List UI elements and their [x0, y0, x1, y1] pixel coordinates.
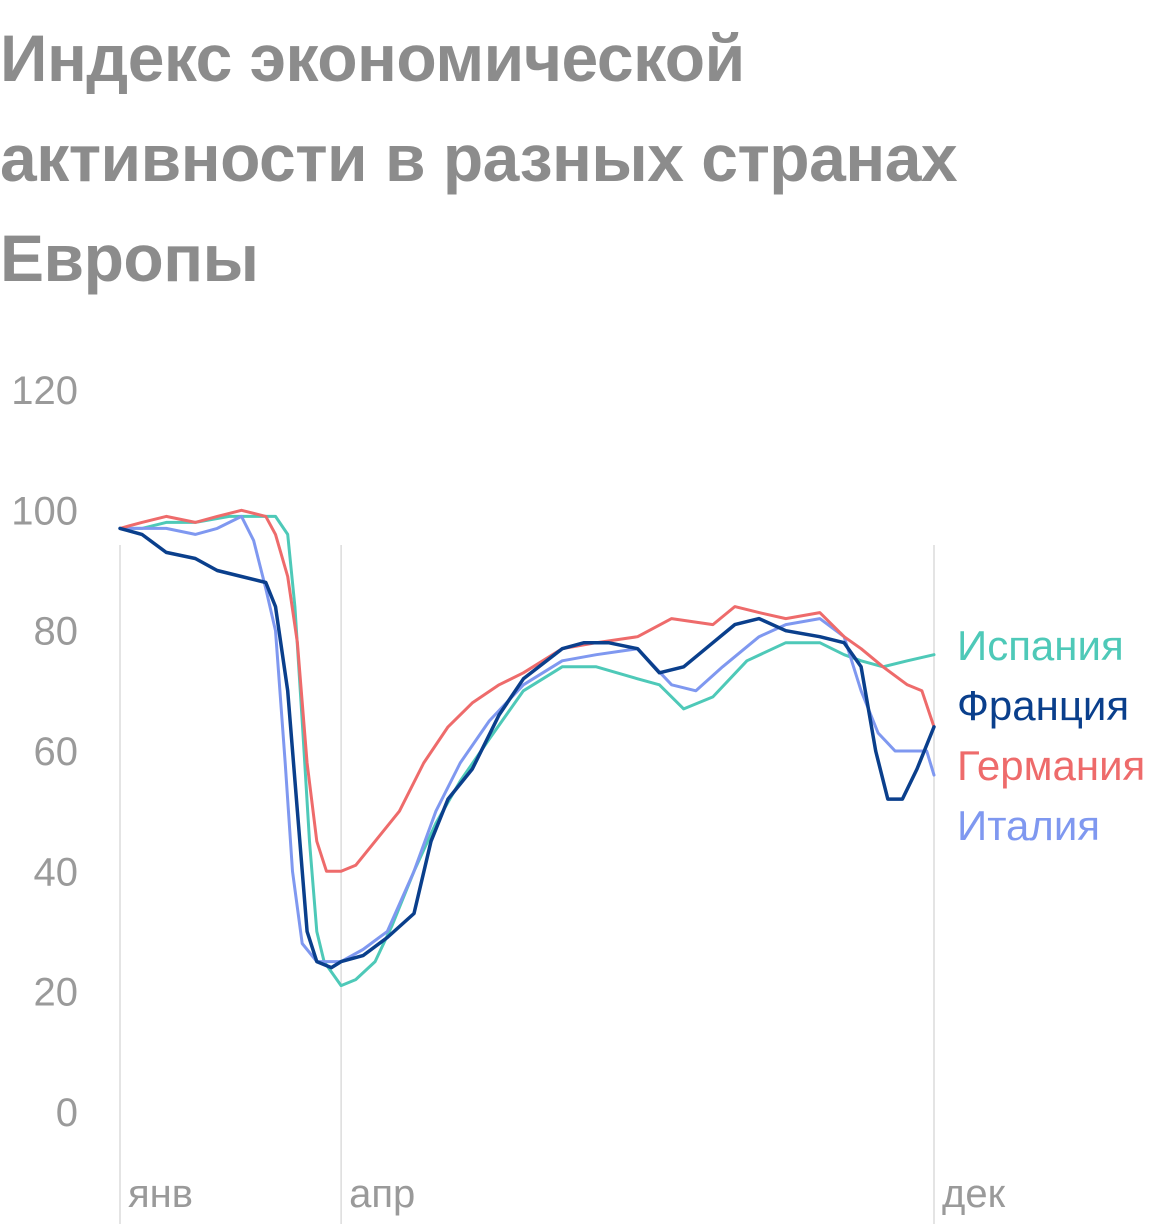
gridlines: [119, 545, 935, 1224]
y-tick-label: 100: [11, 489, 78, 533]
series-line-1: [118, 526, 936, 970]
chart-title: Индекс экономической активности в разных…: [0, 21, 958, 295]
legend-label: Испания: [957, 622, 1124, 669]
x-tick-label: дек: [942, 1172, 1006, 1216]
y-tick-label: 40: [34, 850, 79, 894]
y-axis-ticks: 0 20 40 60 80 100 120: [11, 369, 78, 1135]
series-line-3: [118, 514, 936, 964]
legend-label: Германия: [957, 742, 1145, 789]
legend-label: Франция: [957, 682, 1129, 729]
series-line-0: [118, 514, 936, 988]
y-tick-label: 60: [34, 730, 79, 774]
x-tick-label: янв: [128, 1172, 193, 1216]
y-tick-label: 80: [34, 610, 79, 654]
x-axis-ticks: янв апр дек: [128, 1172, 1006, 1216]
x-tick-label: апр: [349, 1172, 415, 1216]
series-lines: [118, 508, 936, 988]
series-line-2: [118, 508, 936, 873]
y-tick-label: 20: [34, 971, 79, 1015]
y-tick-label: 0: [56, 1091, 78, 1135]
legend: Испания Франция Германия Италия: [957, 622, 1145, 849]
legend-label: Италия: [957, 802, 1100, 849]
y-tick-label: 120: [11, 369, 78, 413]
